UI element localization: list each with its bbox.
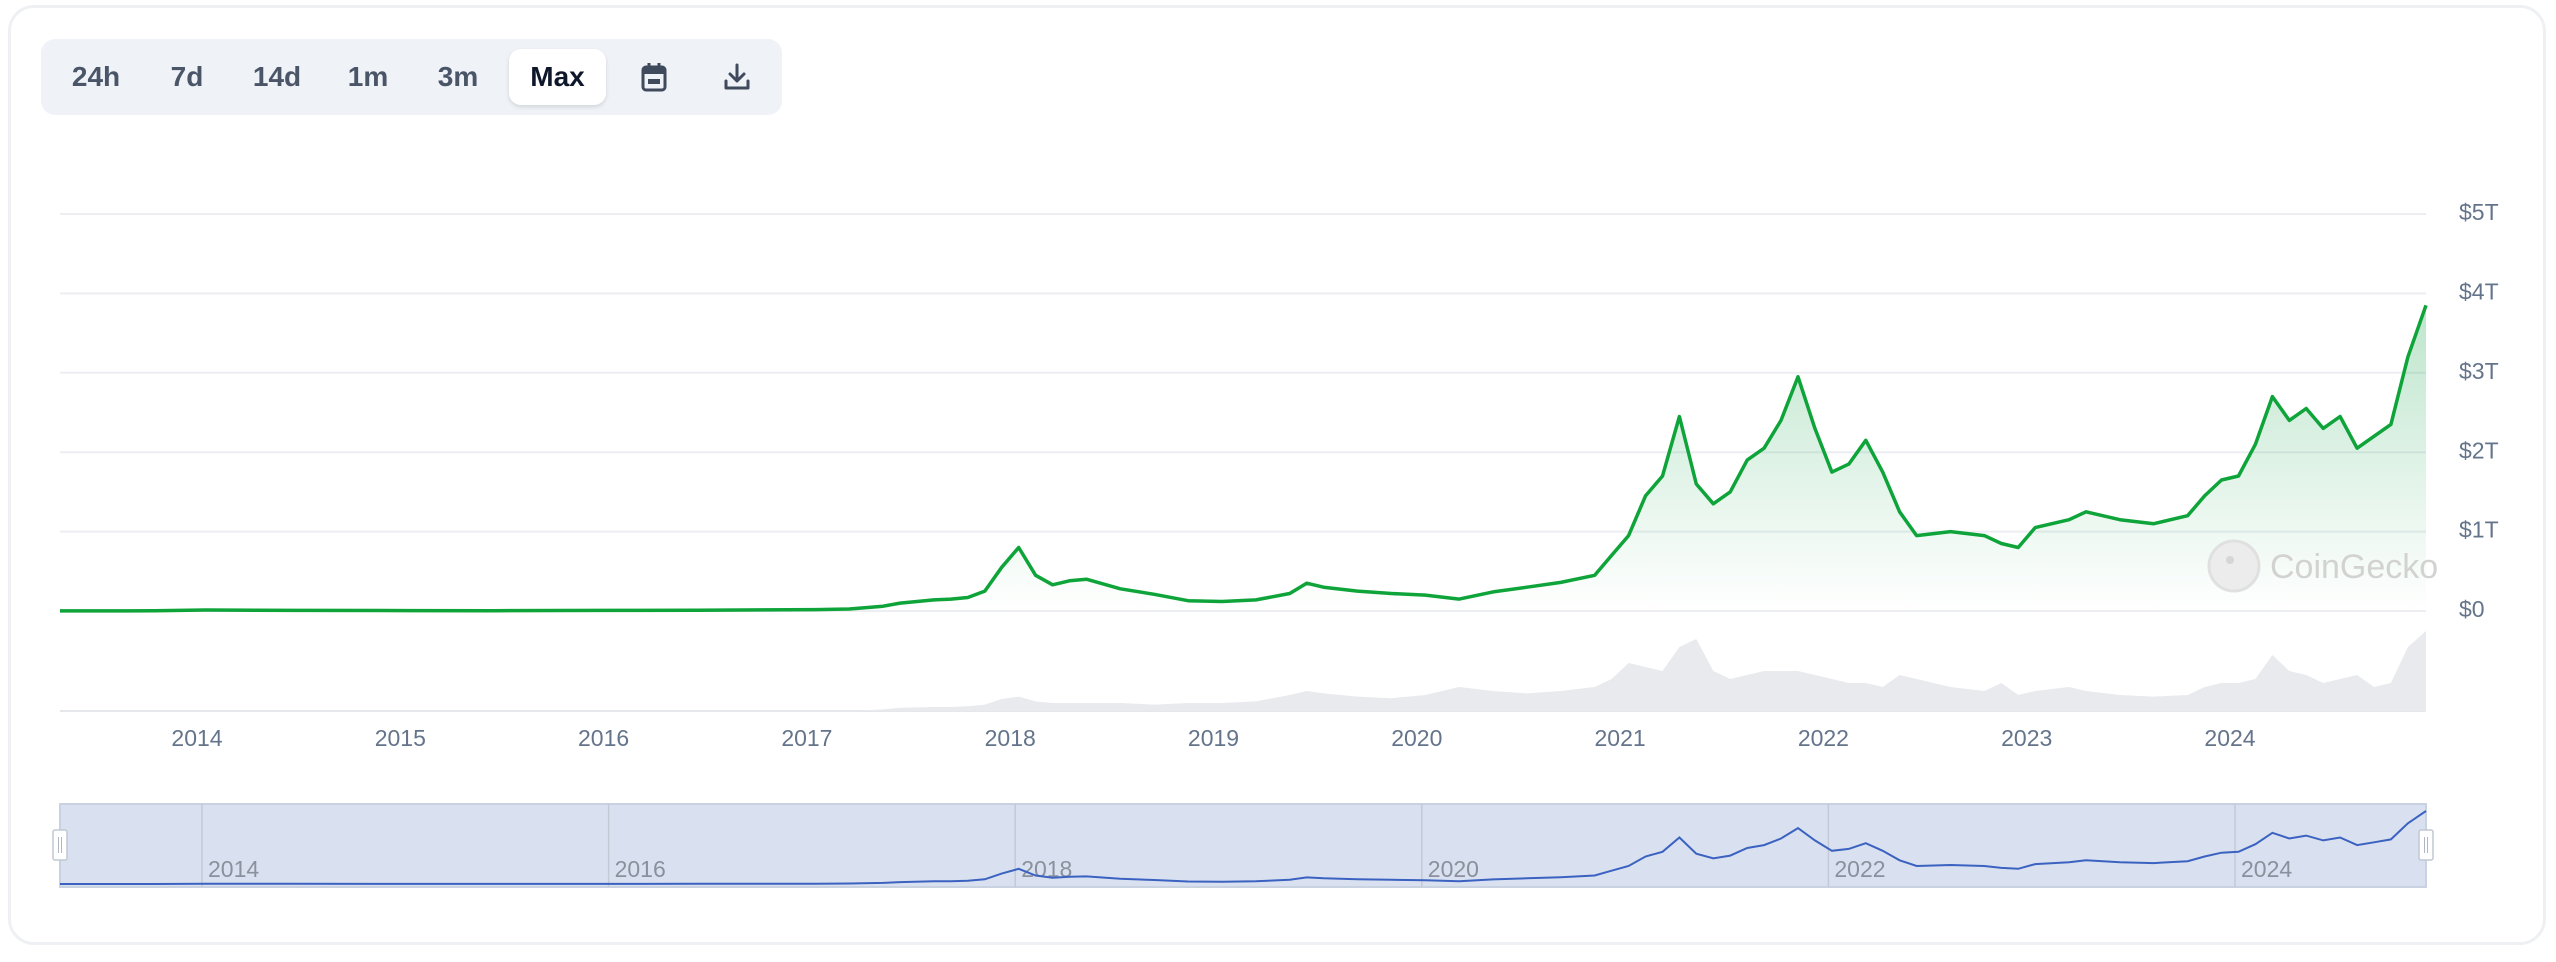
x-tick-label: 2016 [578, 725, 629, 751]
range-button-24h[interactable]: 24h [71, 61, 121, 92]
x-tick-label: 2018 [985, 725, 1036, 751]
download-button[interactable] [709, 49, 765, 105]
watermark-text: CoinGecko [2270, 548, 2438, 586]
y-tick-label: $5T [2459, 199, 2499, 225]
x-tick-label: 2020 [1391, 725, 1442, 751]
range-button-14d[interactable]: 14d [252, 61, 302, 92]
x-axis: 2014 2015 2016 2017 2018 2019 2020 2021 2022 2023… [171, 725, 2255, 751]
y-tick-label: $1T [2459, 517, 2499, 543]
x-tick-label: 2019 [1188, 725, 1239, 751]
y-tick-label: $2T [2459, 437, 2499, 463]
chart-card [8, 5, 2546, 945]
navigator-tick-label: 2024 [2241, 856, 2292, 882]
market-cap-area [59, 304, 2428, 613]
range-button-1m[interactable]: 1m [347, 61, 389, 92]
navigator-handle-left[interactable] [52, 829, 68, 861]
navigator-handle-right[interactable] [2418, 829, 2434, 861]
navigator-tick-label: 2014 [208, 856, 259, 882]
range-button-7d[interactable]: 7d [170, 61, 204, 92]
y-tick-label: $0 [2459, 596, 2485, 622]
calendar-icon [641, 63, 667, 92]
market-cap-fill [60, 305, 2426, 611]
gridlines [60, 213, 2426, 712]
navigator-tick-label: 2016 [615, 856, 666, 882]
y-axis: $0 $1T $2T $3T $4T $5T [2459, 199, 2499, 622]
navigator-selection [59, 803, 2427, 888]
y-tick-label: $3T [2459, 358, 2499, 384]
x-tick-label: 2015 [375, 725, 426, 751]
calendar-button[interactable] [626, 49, 682, 105]
coingecko-watermark: CoinGecko [2207, 539, 2438, 593]
navigator: 2014 2016 2018 2020 2022 2024 [52, 803, 2434, 888]
x-tick-label: 2014 [171, 725, 222, 751]
volume-area-path [60, 631, 2426, 711]
range-button-3m[interactable]: 3m [437, 61, 479, 92]
market-cap-line [59, 304, 2428, 613]
navigator-line [60, 810, 2427, 885]
navigator-tick-label: 2018 [1021, 856, 1072, 882]
volume-area [60, 631, 2426, 711]
range-toolbar: 24h 7d 14d 1m 3m Max [41, 39, 782, 115]
x-tick-label: 2021 [1595, 725, 1646, 751]
navigator-tick-label: 2020 [1428, 856, 1479, 882]
x-tick-label: 2017 [781, 725, 832, 751]
x-tick-label: 2023 [2001, 725, 2052, 751]
range-button-max[interactable]: Max [509, 49, 606, 105]
x-tick-label: 2024 [2204, 725, 2255, 751]
navigator-tick-label: 2022 [1834, 856, 1885, 882]
y-tick-label: $4T [2459, 278, 2499, 304]
download-icon [724, 63, 750, 90]
x-tick-label: 2022 [1798, 725, 1849, 751]
